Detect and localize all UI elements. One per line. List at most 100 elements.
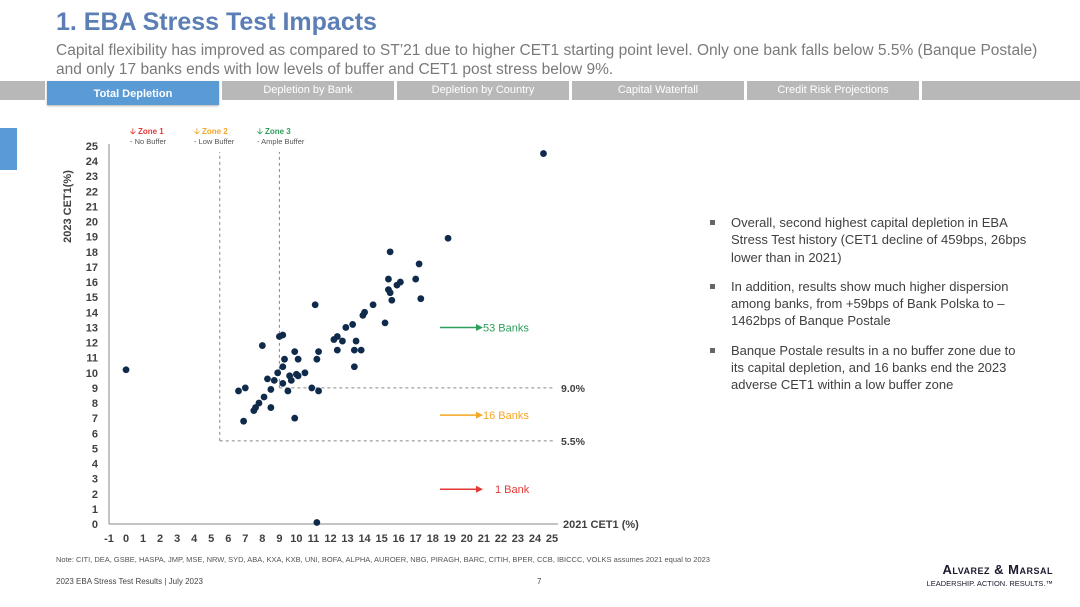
data-point	[415, 260, 423, 268]
data-point	[412, 275, 420, 283]
x-tick-label: 24	[529, 533, 542, 545]
zone-desc: - Low Buffer	[194, 137, 235, 146]
data-point	[279, 379, 287, 387]
y-tick-label: 22	[86, 186, 98, 198]
tab-capital-waterfall[interactable]: Capital Waterfall	[572, 81, 744, 100]
zone-label: 🡣 Zone 1	[130, 127, 164, 136]
data-point	[279, 363, 287, 371]
x-tick-label: 8	[259, 533, 265, 545]
x-tick-label: 6	[225, 533, 231, 545]
x-tick-label: 17	[410, 533, 422, 545]
data-point	[260, 393, 268, 401]
tab-credit-risk-projections[interactable]: Credit Risk Projections	[747, 81, 919, 100]
threshold-label: 5.5%	[561, 436, 586, 448]
data-point	[281, 355, 288, 363]
data-point	[381, 319, 389, 327]
x-tick-label: 5	[208, 533, 214, 545]
data-point	[315, 348, 322, 356]
x-tick-label: 0	[123, 533, 129, 545]
x-tick-label: 23	[512, 533, 524, 545]
tab-spacer-right	[922, 81, 1080, 100]
footer-text: 2023 EBA Stress Test Results | July 2023	[56, 577, 203, 586]
data-point	[240, 417, 248, 425]
company-logo: Alvarez & Marsal LEADERSHIP. ACTION. RES…	[913, 562, 1053, 588]
data-point	[250, 407, 258, 414]
data-point	[293, 370, 300, 378]
y-tick-label: 21	[86, 201, 98, 213]
section-marker[interactable]	[0, 128, 17, 170]
x-tick-label: 7	[242, 533, 248, 545]
zone-desc: - Ample Buffer	[257, 137, 305, 146]
data-point	[122, 366, 130, 374]
y-tick-label: 5	[92, 443, 98, 455]
y-tick-label: 7	[92, 413, 98, 425]
insight-item: Banque Postale results in a no buffer zo…	[710, 342, 1030, 394]
page-title: 1. EBA Stress Test Impacts	[56, 8, 377, 36]
data-point	[444, 234, 452, 242]
data-point	[361, 308, 368, 316]
tab-spacer-left	[0, 81, 45, 100]
x-tick-label: 14	[358, 533, 371, 545]
x-axis-label: 2021 CET1 (%)	[563, 519, 639, 531]
y-tick-label: 6	[92, 428, 98, 440]
data-point	[386, 248, 394, 256]
x-tick-label: 4	[191, 533, 198, 545]
tab-total-depletion[interactable]: Total Depletion	[47, 81, 219, 105]
y-tick-label: 24	[86, 156, 99, 168]
data-point	[311, 301, 319, 309]
tab-bar: Total Depletion Depletion by Bank Deplet…	[0, 81, 1080, 105]
y-tick-label: 13	[86, 322, 98, 334]
zone-label: 🡣 Zone 3	[257, 127, 291, 136]
threshold-label: 9.0%	[561, 383, 586, 395]
x-tick-label: 11	[308, 533, 320, 545]
x-tick-label: 20	[461, 533, 473, 545]
y-tick-label: 14	[86, 307, 99, 319]
zone-label: 🡣 Zone 2	[194, 127, 228, 136]
data-point	[301, 369, 309, 377]
y-tick-label: 23	[86, 171, 98, 183]
footnote: Note: CITI, DEA, GSBE, HASPA, JMP, MSE, …	[56, 555, 710, 564]
y-tick-label: 4	[92, 459, 99, 471]
x-tick-label: 19	[444, 533, 456, 545]
y-tick-label: 11	[86, 353, 98, 365]
y-tick-label: 15	[86, 292, 98, 304]
data-point	[540, 150, 547, 157]
page-subtitle: Capital flexibility has improved as comp…	[56, 42, 1038, 78]
insight-item: In addition, results show much higher di…	[710, 278, 1030, 330]
tab-depletion-by-country[interactable]: Depletion by Country	[397, 81, 569, 100]
logo-name: Alvarez & Marsal	[942, 562, 1053, 577]
data-point	[333, 346, 341, 354]
y-tick-label: 10	[86, 368, 98, 380]
y-tick-label: 19	[86, 232, 98, 244]
data-point	[274, 369, 282, 377]
data-point	[270, 376, 278, 384]
y-tick-label: 8	[92, 398, 98, 410]
data-point	[267, 386, 275, 393]
data-point	[313, 519, 321, 526]
data-point	[339, 337, 346, 345]
data-point	[258, 342, 266, 349]
annotation-arrow-head	[476, 323, 483, 331]
x-tick-label: 10	[290, 533, 302, 545]
x-tick-label: 18	[427, 533, 439, 545]
data-point	[396, 278, 404, 286]
annotation-arrow-head	[476, 411, 483, 419]
tab-depletion-by-bank[interactable]: Depletion by Bank	[222, 81, 394, 100]
data-point	[291, 348, 299, 356]
data-point	[267, 404, 275, 411]
data-point	[388, 296, 396, 304]
x-tick-label: 22	[495, 533, 507, 545]
x-tick-label: 13	[341, 533, 353, 545]
data-point	[308, 384, 316, 392]
y-tick-label: 17	[86, 262, 98, 274]
data-point	[333, 333, 341, 340]
data-point	[369, 301, 377, 309]
y-tick-label: 0	[92, 519, 98, 531]
data-point	[284, 387, 292, 395]
data-point	[352, 337, 360, 345]
y-tick-label: 9	[92, 383, 98, 395]
y-tick-label: 3	[92, 474, 98, 486]
y-tick-label: 18	[86, 247, 98, 259]
data-point	[279, 331, 287, 339]
